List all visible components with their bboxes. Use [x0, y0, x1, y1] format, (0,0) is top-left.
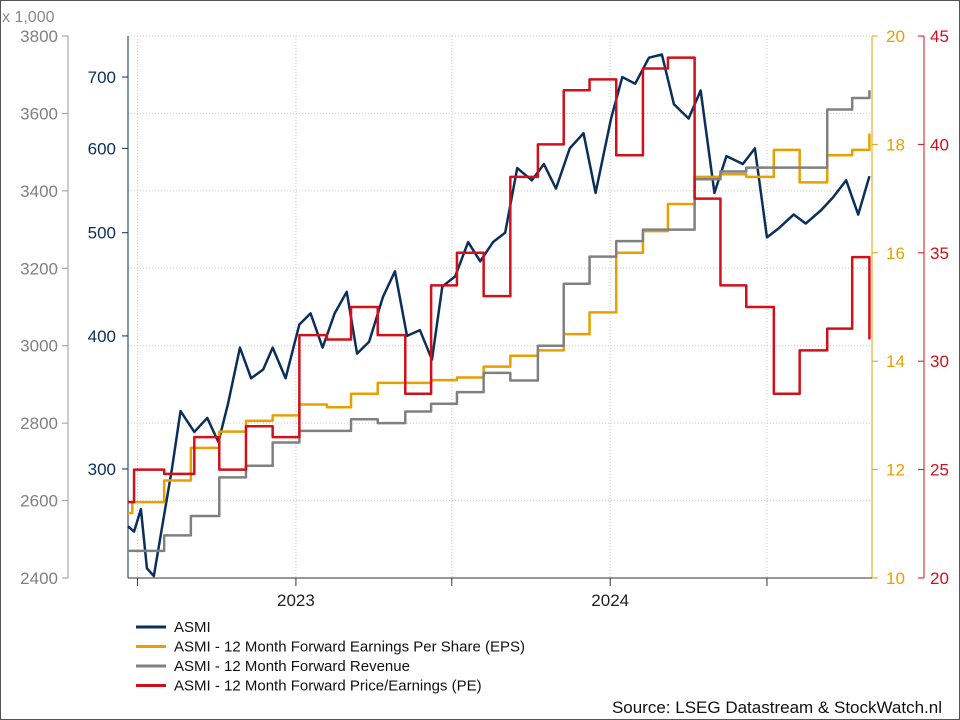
pe-tick-label: 40 — [930, 135, 949, 154]
legend-label: ASMI - 12 Month Forward Earnings Per Sha… — [174, 639, 525, 656]
price-tick-label: 400 — [88, 327, 116, 346]
eps-tick-label: 14 — [886, 352, 905, 371]
legend-label: ASMI — [174, 619, 211, 636]
price-tick-label: 700 — [88, 68, 116, 87]
revenue-tick-label: 2400 — [20, 569, 58, 588]
eps-tick-label: 18 — [886, 135, 905, 154]
revenue-tick-label: 3800 — [20, 27, 58, 46]
series-line — [128, 56, 871, 504]
pe-tick-label: 45 — [930, 27, 949, 46]
pe-tick-label: 30 — [930, 352, 949, 371]
eps-tick-label: 20 — [886, 27, 905, 46]
legend-label: ASMI - 12 Month Forward Price/Earnings (… — [174, 678, 482, 695]
legend: ASMI ASMI - 12 Month Forward Earnings Per… — [136, 619, 525, 695]
source-note: Source: LSEG Datastream & StockWatch.nl — [612, 698, 942, 717]
year-label: 2024 — [591, 591, 629, 610]
eps-tick-label: 12 — [886, 461, 905, 480]
revenue-tick-label: 2800 — [20, 414, 58, 433]
revenue-tick-label: 3000 — [20, 337, 58, 356]
price-tick-label: 300 — [88, 460, 116, 479]
series-line — [127, 53, 871, 578]
pe-tick-label: 25 — [930, 461, 949, 480]
series-line — [128, 90, 871, 553]
price-tick-label: 500 — [88, 224, 116, 243]
pe-tick-label: 20 — [930, 569, 949, 588]
revenue-tick-label: 3400 — [20, 182, 58, 201]
pe-tick-label: 35 — [930, 244, 949, 263]
price-tick-label: 600 — [88, 139, 116, 158]
legend-label: ASMI - 12 Month Forward Revenue — [174, 658, 410, 675]
revenue-tick-label: 2600 — [20, 492, 58, 511]
revenue-tick-label: 3600 — [20, 104, 58, 123]
axes: 2400 2600 2800 3000 3200 3400 3600 3800 300 400 50… — [20, 27, 949, 610]
eps-tick-label: 10 — [886, 569, 905, 588]
revenue-tick-label: 3200 — [20, 259, 58, 278]
plot-area — [127, 53, 871, 578]
year-label: 2023 — [277, 591, 315, 610]
multiplier-label: x 1,000 — [2, 9, 55, 26]
eps-tick-label: 16 — [886, 244, 905, 263]
